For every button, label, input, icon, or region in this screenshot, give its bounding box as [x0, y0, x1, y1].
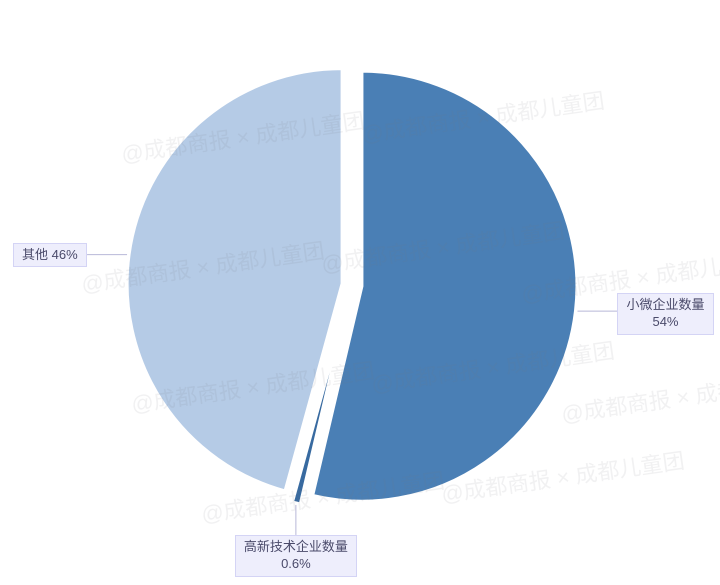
pie-slice-0	[313, 71, 577, 501]
pie-chart-container: 小微企业数量54%高新技术企业数量0.6%其他 46% @成都商报 × 成都儿童…	[0, 0, 720, 585]
slice-label-text: 其他 46%	[22, 247, 78, 262]
slice-label-name: 小微企业数量	[626, 297, 704, 314]
slice-label-1: 高新技术企业数量0.6%	[235, 535, 357, 577]
slice-label-percent: 0.6%	[244, 556, 348, 573]
slice-label-percent: 54%	[626, 314, 704, 331]
slice-label-name: 高新技术企业数量	[244, 539, 348, 556]
pie-slice-2	[127, 69, 342, 491]
slice-label-2: 其他 46%	[13, 243, 87, 268]
slice-label-0: 小微企业数量54%	[617, 293, 713, 335]
pie-chart-svg	[0, 0, 720, 585]
